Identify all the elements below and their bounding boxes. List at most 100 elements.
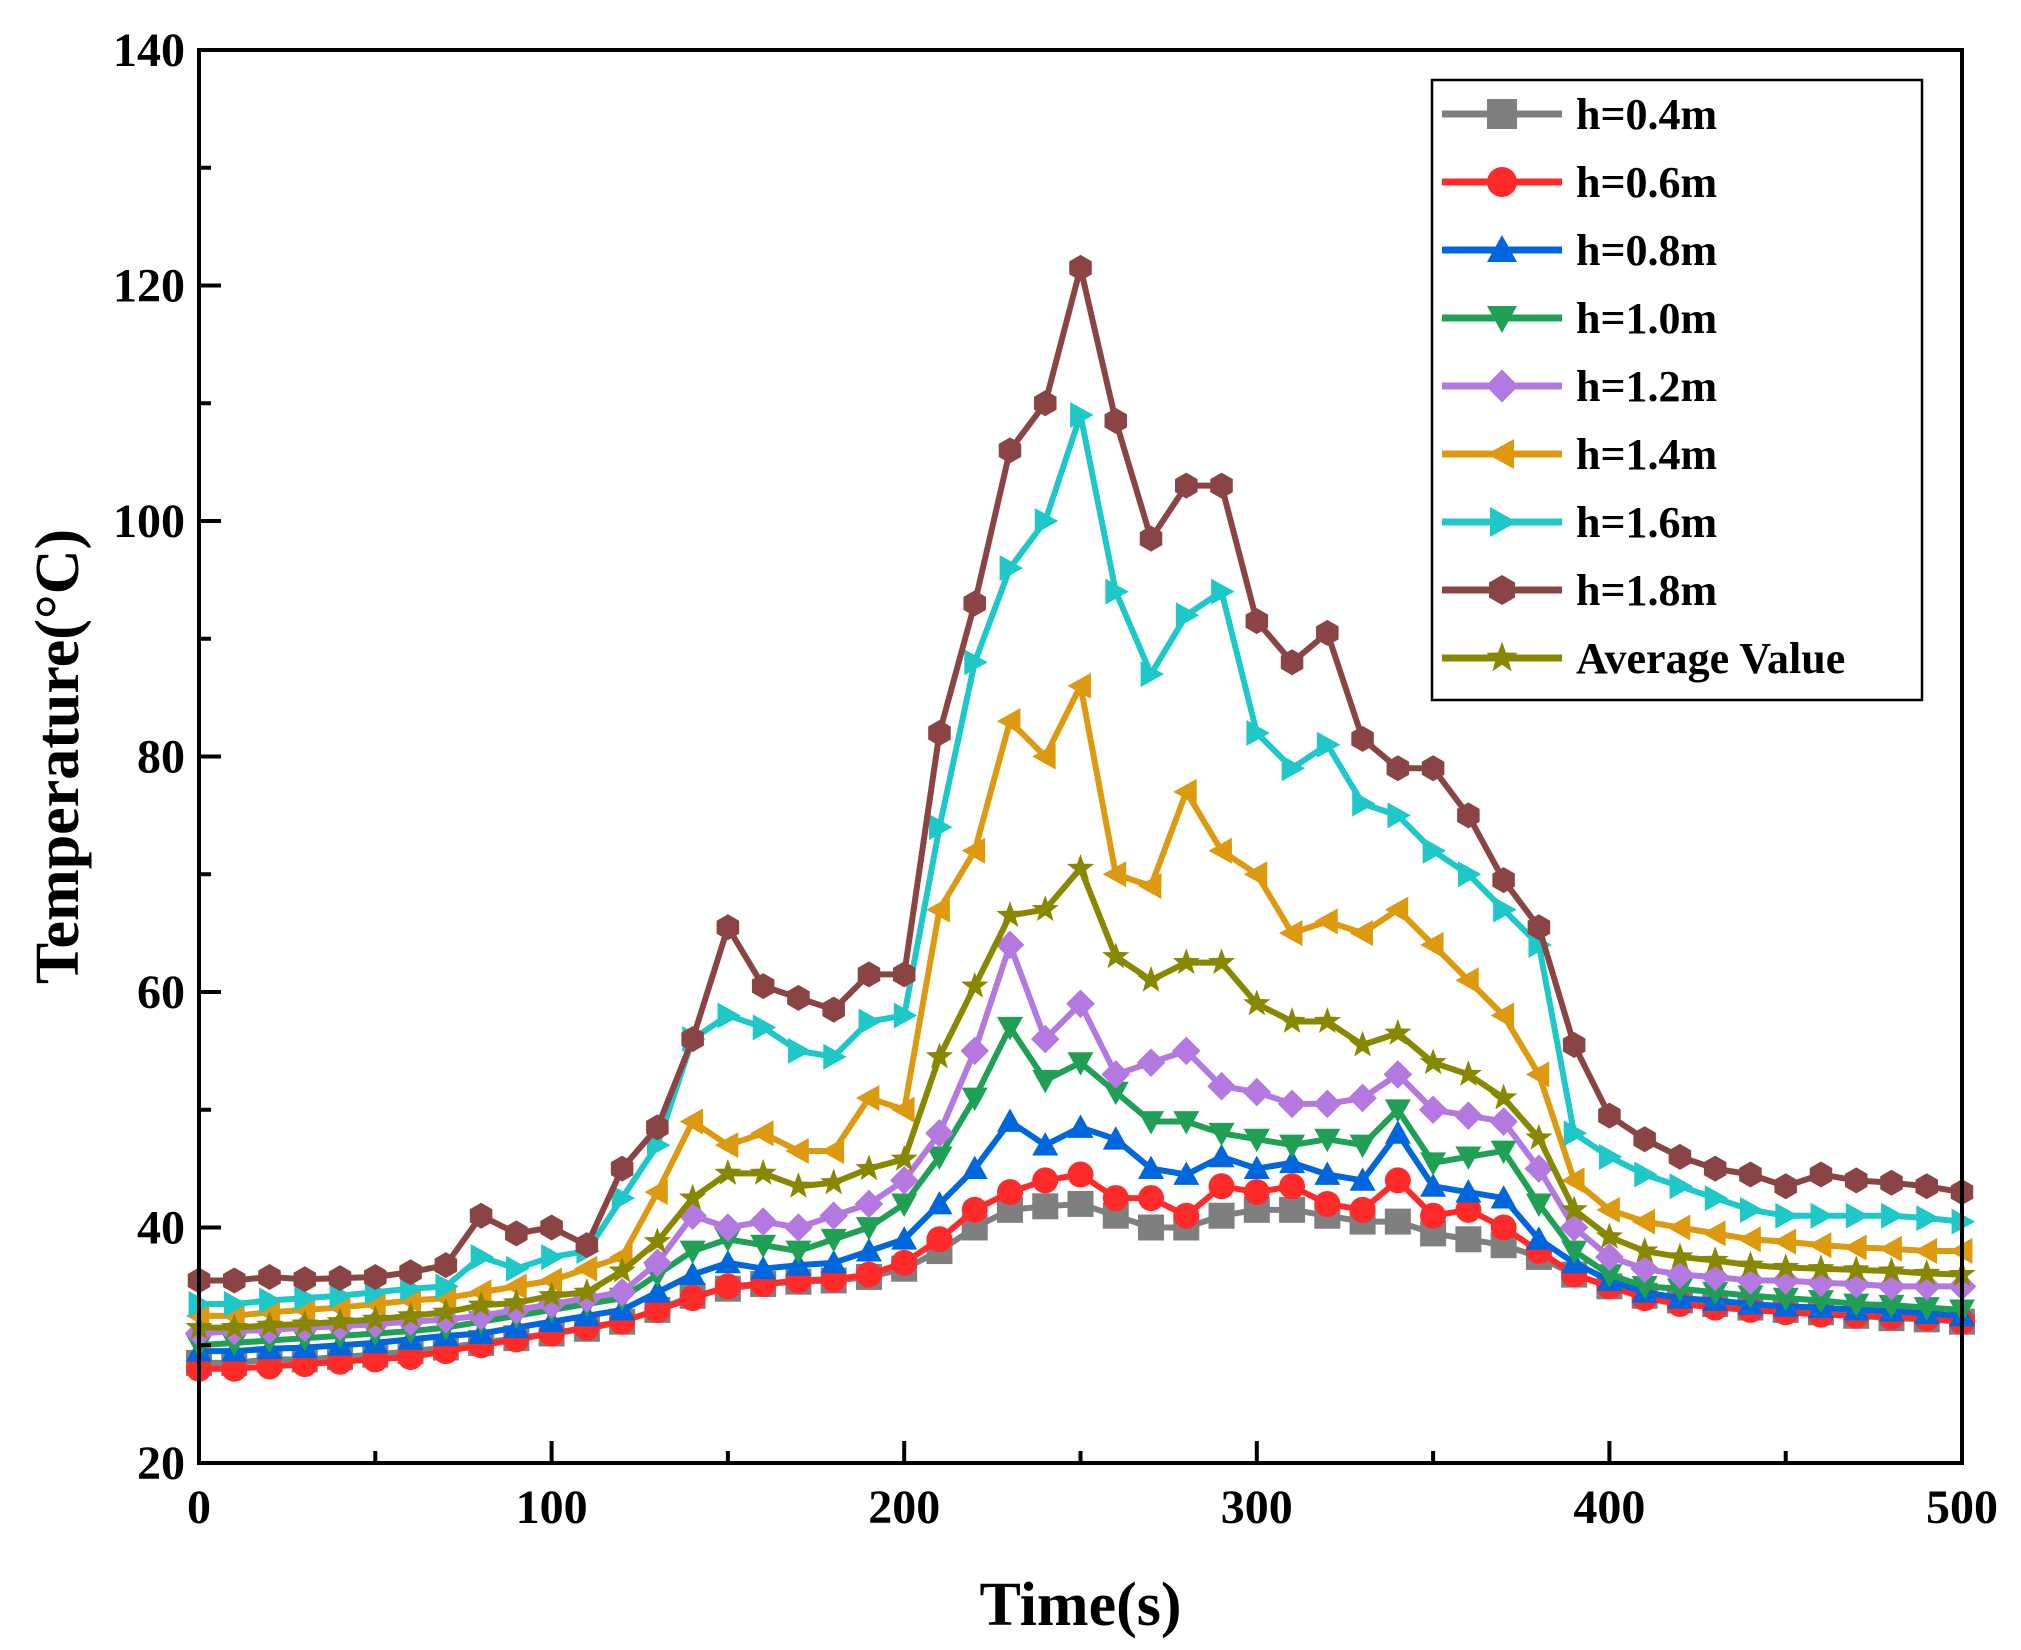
legend-label: h=1.2m (1576, 362, 1717, 411)
data-point (503, 1273, 527, 1300)
data-point (644, 1179, 668, 1206)
data-point (1067, 1052, 1094, 1076)
data-point (1175, 602, 1200, 629)
data-point (1136, 1048, 1166, 1077)
data-point (1242, 1077, 1272, 1107)
data-point (681, 1026, 704, 1053)
data-point (1916, 1205, 1940, 1232)
data-point (961, 1155, 988, 1180)
data-point (1633, 1126, 1656, 1153)
data-point (748, 1207, 778, 1236)
data-point (891, 1193, 918, 1217)
data-point (1386, 755, 1410, 782)
data-point (1454, 1060, 1482, 1086)
data-point (610, 1155, 634, 1182)
legend-label: Average Value (1576, 634, 1845, 683)
data-point (1912, 1272, 1942, 1301)
data-point (855, 1238, 882, 1262)
legend-label: h=1.0m (1576, 294, 1717, 343)
data-point (505, 1220, 528, 1247)
data-point (1243, 1179, 1270, 1206)
data-point (1208, 1122, 1235, 1147)
legend-item: h=1.4m (1442, 430, 1717, 479)
data-point (714, 1132, 739, 1159)
data-point (820, 1137, 845, 1164)
data-point (855, 1084, 880, 1111)
data-point (291, 1296, 316, 1323)
data-point (996, 708, 1021, 735)
data-point (1455, 1179, 1482, 1203)
data-point (220, 1313, 248, 1340)
data-point (892, 961, 916, 988)
data-point (855, 1154, 883, 1181)
data-point (1525, 1226, 1552, 1250)
data-point (1243, 1128, 1270, 1153)
data-point (714, 1249, 741, 1274)
data-point (1137, 965, 1165, 992)
data-point (1138, 873, 1162, 900)
data-point (538, 1267, 562, 1294)
data-point (1243, 989, 1271, 1016)
data-point (1596, 1264, 1623, 1288)
data-point (1915, 1173, 1938, 1200)
data-point (573, 1255, 598, 1282)
x-axis-title: Time(s) (979, 1571, 1181, 1639)
data-point (1279, 1134, 1306, 1159)
legend-marker (1487, 99, 1517, 129)
data-point (364, 1263, 387, 1290)
data-point (1842, 1255, 1870, 1282)
data-point (855, 1217, 882, 1241)
data-point (785, 1240, 812, 1265)
data-point (1807, 1254, 1835, 1281)
data-point (1843, 1234, 1867, 1261)
data-point (996, 1179, 1023, 1206)
data-point (893, 1002, 918, 1029)
data-point (1877, 1256, 1906, 1283)
data-point (1739, 1161, 1762, 1188)
data-point (1704, 1185, 1729, 1212)
legend-item: h=1.8m (1442, 566, 1717, 615)
legend-item: h=0.4m (1442, 90, 1717, 139)
data-point (823, 1043, 847, 1070)
y-tick-label: 80 (137, 731, 185, 784)
data-point (1810, 1202, 1834, 1229)
data-point (1102, 1126, 1129, 1150)
data-point (1138, 1185, 1165, 1212)
data-point (432, 1285, 457, 1312)
data-point (540, 1214, 563, 1241)
x-tick-label: 400 (1573, 1481, 1645, 1534)
data-point (256, 1299, 280, 1326)
data-point (926, 1226, 953, 1253)
data-point (1490, 1214, 1517, 1241)
legend-marker (1487, 439, 1514, 469)
data-point (1913, 1259, 1941, 1285)
data-point (1030, 1024, 1060, 1054)
legend-marker (1487, 306, 1517, 333)
y-tick-label: 40 (137, 1202, 185, 1255)
x-tick-label: 200 (868, 1481, 940, 1534)
data-point (1384, 896, 1409, 923)
data-point (399, 1259, 422, 1286)
data-point (1634, 1161, 1658, 1188)
data-point (1455, 1146, 1482, 1170)
data-point (963, 590, 986, 617)
data-point (1420, 1202, 1447, 1229)
data-point (1737, 1285, 1764, 1309)
data-point (328, 1265, 352, 1292)
data-point (1314, 1161, 1341, 1185)
data-point (362, 1291, 386, 1318)
data-point (434, 1252, 458, 1279)
data-point (1665, 1260, 1695, 1289)
data-point (1102, 942, 1130, 969)
data-point (787, 984, 810, 1011)
data-point (1772, 1287, 1799, 1312)
data-point (572, 1283, 602, 1313)
data-point (1560, 1195, 1588, 1222)
data-point (999, 555, 1023, 582)
data-point (256, 1353, 283, 1380)
data-point (679, 1261, 706, 1285)
data-point (646, 1114, 669, 1141)
legend-marker (1485, 369, 1519, 403)
data-point (891, 1096, 915, 1123)
data-point (714, 1159, 742, 1185)
